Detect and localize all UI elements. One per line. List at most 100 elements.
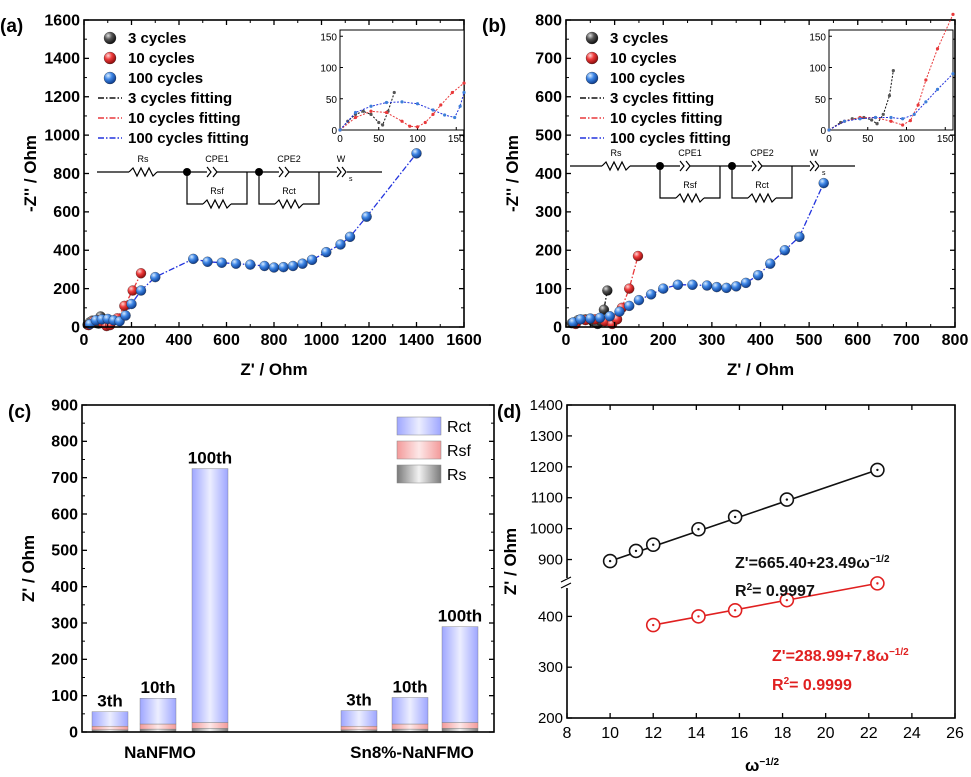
data-point bbox=[672, 279, 683, 290]
data-point bbox=[752, 270, 764, 281]
data-point bbox=[602, 285, 613, 296]
wire bbox=[704, 166, 721, 199]
fit-line bbox=[89, 152, 418, 325]
y-axis-label: Z' / Ohm bbox=[19, 535, 38, 602]
data-point bbox=[740, 277, 752, 289]
circuit-label-cpe: CPE2 bbox=[277, 154, 301, 164]
inset-point bbox=[881, 112, 885, 116]
data-point-center bbox=[785, 598, 789, 602]
inset-y-tick-label: 50 bbox=[815, 95, 827, 106]
data-point bbox=[344, 231, 356, 242]
circuit-label-r: Rct bbox=[282, 186, 296, 196]
fit-r-squared: R2= 0.9997 bbox=[735, 582, 815, 600]
bar-label: 10th bbox=[141, 678, 176, 697]
legend-marker bbox=[585, 71, 599, 85]
panel-b: 0 100 200 300 400 500 600 700 800010020030040050… bbox=[482, 12, 968, 379]
y-tick-label: 1100 bbox=[531, 490, 563, 507]
data-point bbox=[216, 257, 227, 268]
inset-line bbox=[339, 92, 465, 131]
legend-marker bbox=[585, 31, 599, 45]
data-point bbox=[614, 306, 625, 317]
x-tick-label: 500 bbox=[796, 332, 823, 349]
inset-point bbox=[353, 115, 358, 120]
equivalent-circuit: Rs CPE1 Rsf CPE2 Rct Ws bbox=[97, 154, 382, 210]
inset-point bbox=[951, 12, 955, 16]
panel-d: 8 10 12 14 16 18 20 22 24 26 900 1000 1100 1200 1300 14… bbox=[497, 397, 964, 775]
inset-point bbox=[901, 123, 905, 127]
x-tick-label: 26 bbox=[946, 725, 964, 742]
cpe-symbol bbox=[751, 160, 763, 172]
legend-label: 3 cycles fitting bbox=[128, 90, 232, 107]
inset-point bbox=[842, 119, 847, 123]
wire bbox=[731, 166, 748, 199]
data-point bbox=[765, 258, 776, 269]
y-axis-label: -Z'' / Ohm bbox=[21, 135, 40, 212]
data-point bbox=[711, 281, 722, 293]
x-tick-label: 22 bbox=[860, 725, 878, 742]
legend-label: 3 cycles fitting bbox=[610, 90, 714, 107]
inset-y-tick-label: 0 bbox=[331, 126, 337, 137]
circuit-label-w: W bbox=[810, 148, 819, 158]
panel-label: (a) bbox=[0, 16, 23, 37]
cpe-symbol bbox=[278, 166, 290, 178]
y-tick-label: 900 bbox=[51, 397, 78, 414]
fit-line bbox=[653, 582, 878, 626]
bar-segment-rsf bbox=[139, 723, 177, 730]
inset-line bbox=[828, 73, 954, 131]
inset-y-tick-label: 0 bbox=[820, 126, 826, 137]
data-point bbox=[794, 231, 805, 242]
data-point bbox=[779, 245, 790, 256]
resistor bbox=[747, 192, 777, 204]
inset-point bbox=[384, 110, 389, 115]
legend: Rct Rsf Rs bbox=[396, 416, 472, 484]
legend-label: 100 cycles bbox=[128, 70, 203, 87]
x-tick-label: 20 bbox=[817, 725, 835, 742]
y-tick-label: 400 bbox=[538, 608, 563, 625]
panel-c: 3th 10th 100th 3th 10th 100th 0 100 200 300 400 500… bbox=[8, 397, 495, 762]
x-axis-label: ω−1/2 bbox=[745, 756, 780, 775]
inset-point bbox=[408, 124, 412, 128]
data-point bbox=[202, 256, 213, 267]
inset-point bbox=[392, 90, 396, 95]
bar-segment-rct bbox=[191, 468, 229, 723]
bar-segment-rct bbox=[340, 710, 378, 727]
data-point bbox=[594, 312, 606, 323]
inset-point bbox=[384, 100, 389, 105]
inset-point bbox=[443, 113, 447, 117]
wire bbox=[231, 172, 248, 205]
data-point bbox=[575, 314, 586, 325]
legend-label: 3 cycles bbox=[610, 30, 668, 47]
y-tick-label: 400 bbox=[51, 579, 78, 596]
x-tick-label: 0 bbox=[562, 332, 571, 349]
panel-label: (c) bbox=[8, 402, 31, 423]
inset-point bbox=[369, 112, 373, 116]
wire bbox=[659, 166, 676, 199]
y-axis-label: Z' / Ohm bbox=[501, 528, 520, 595]
data-point-center bbox=[652, 543, 655, 546]
cpe-symbol bbox=[206, 166, 218, 178]
data-point bbox=[411, 148, 422, 159]
y-tick-label: 600 bbox=[535, 89, 562, 106]
y-tick-label: 400 bbox=[535, 166, 562, 183]
circuit-label-r: Rsf bbox=[210, 186, 224, 196]
inset-point bbox=[338, 128, 342, 132]
bar-segment-rsf bbox=[340, 725, 378, 731]
circuit-label-w-sub: s bbox=[822, 170, 826, 177]
inset-x-tick-label: 0 bbox=[337, 134, 343, 145]
data-point bbox=[632, 250, 644, 262]
circuit-label-rs: Rs bbox=[138, 154, 149, 164]
legend-marker bbox=[103, 31, 117, 45]
legend-marker bbox=[103, 51, 117, 65]
legend-label: 100 cycles fitting bbox=[128, 130, 249, 147]
data-point bbox=[361, 211, 372, 222]
inset-point bbox=[361, 109, 365, 113]
inset: 0 50 100 150 0 50 100 150 bbox=[320, 29, 466, 145]
axis-break-mark bbox=[560, 576, 572, 589]
legend: 3 cycles 10 cycles 100 cycles 3 cycles fitt… bbox=[98, 30, 249, 147]
x-tick-label: 800 bbox=[942, 332, 969, 349]
inset-point bbox=[353, 110, 358, 115]
y-tick-label: 1200 bbox=[530, 459, 563, 476]
legend: 3 cycles 10 cycles 100 cycles 3 cycles fitt… bbox=[580, 30, 731, 147]
bar-segment-rsf bbox=[191, 722, 229, 729]
